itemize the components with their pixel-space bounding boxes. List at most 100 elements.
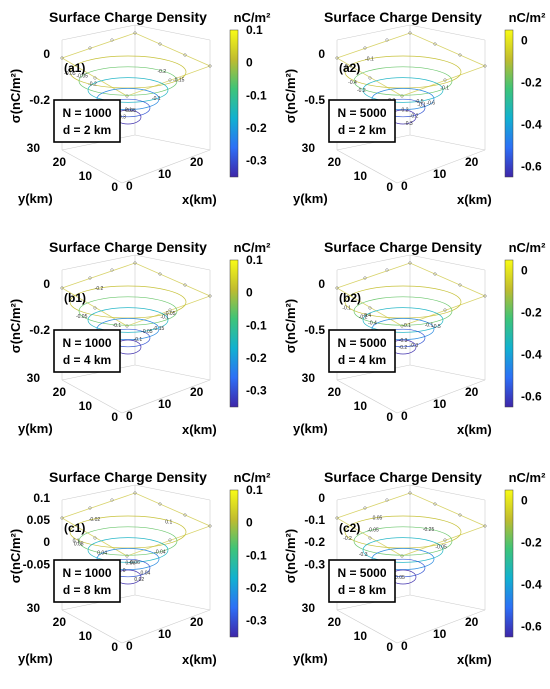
contour-line: [353, 66, 453, 96]
x-tick: 10: [433, 397, 447, 411]
contour-label: -0.1: [440, 86, 449, 92]
contour-vertex: [408, 491, 412, 495]
y-axis-label: y(km): [18, 421, 53, 436]
axis-box-edge: [134, 24, 211, 41]
x-tick: 0: [401, 179, 408, 193]
panel-title: Surface Charge Density: [49, 469, 207, 485]
z-tick: -0.2: [304, 535, 325, 549]
colorbar-tick: -0.6: [521, 160, 542, 174]
colorbar-tick: -0.4: [521, 118, 542, 132]
panel-tag: (c1): [64, 521, 85, 535]
z-tick: 0.1: [33, 491, 50, 505]
contour-label: -0.3: [117, 115, 126, 121]
y-tick: 10: [354, 399, 368, 413]
contour-vertex: [110, 498, 114, 502]
x-tick: 0: [401, 639, 408, 653]
contour-label: 0.05: [395, 575, 405, 581]
contour-label: 0.06: [126, 560, 136, 566]
contour-label: -0.1: [417, 103, 426, 109]
contour-label: 0.04: [141, 571, 151, 577]
contour-line: [78, 296, 178, 326]
contour-vertex: [385, 268, 389, 272]
contour-vertex: [363, 506, 367, 510]
axis-box-edge: [336, 254, 411, 271]
contour-label: -0.2: [400, 108, 409, 114]
x-axis-label: x(km): [182, 192, 217, 207]
contour-line: [96, 318, 160, 340]
colorbar-tick: -0.3: [246, 154, 267, 168]
x-tick: 20: [190, 155, 204, 169]
contour-label: -0.1: [342, 305, 351, 311]
contour-label: 0: [123, 568, 126, 574]
y-tick: 30: [302, 371, 316, 385]
axis-box-edge: [61, 609, 123, 644]
y-tick: 10: [79, 399, 93, 413]
z-axis-label: σ(nC/m²): [8, 299, 23, 353]
z-axis-label: σ(nC/m²): [283, 529, 298, 583]
contour-label: -0.02: [89, 517, 101, 523]
y-tick: 30: [302, 601, 316, 615]
contour-vertex: [400, 554, 404, 558]
axis-box-edge: [409, 24, 486, 41]
contour-line: [362, 77, 444, 103]
contour-vertex: [483, 64, 487, 68]
contour-label: -0.05: [64, 71, 76, 77]
contour-label: -0.05: [141, 329, 153, 335]
x-tick: 0: [401, 409, 408, 423]
colorbar: [504, 29, 514, 178]
axis-box-edge: [121, 609, 211, 644]
contour-label: -0.2: [88, 81, 97, 87]
contour-label: -0.05: [164, 311, 176, 317]
contour-vertex: [443, 308, 447, 312]
y-tick: 0: [111, 640, 118, 654]
contour-label: -0.1: [425, 322, 434, 328]
z-tick: 0: [318, 47, 325, 61]
contour-vertex: [483, 524, 487, 528]
z-tick: -0.05: [23, 557, 51, 571]
x-tick: 20: [465, 385, 479, 399]
contour-label: -0.4: [368, 320, 377, 326]
parameter-d: d = 8 km: [338, 583, 386, 597]
y-tick: 20: [328, 385, 342, 399]
x-tick: 10: [158, 167, 172, 181]
contour-vertex: [168, 78, 172, 82]
colorbar-label: nC/m²: [509, 470, 547, 485]
colorbar-tick: 0: [246, 286, 253, 300]
axis-box-edge: [134, 484, 211, 501]
colorbar-label: nC/m²: [234, 240, 272, 255]
contour-vertex: [93, 536, 97, 540]
contour-label: -0.2: [357, 88, 366, 94]
contour-label: -0.4: [362, 313, 371, 319]
colorbar-tick: -0.3: [246, 384, 267, 398]
contour-vertex: [158, 272, 162, 276]
contour-label: -0.1: [123, 108, 132, 114]
contour-outer: [61, 262, 212, 327]
contour-line: [78, 66, 178, 96]
contour-line: [344, 515, 462, 549]
contour-vertex: [400, 94, 404, 98]
contour-vertex: [433, 272, 437, 276]
contour-vertex: [125, 324, 129, 328]
contour-line: [87, 77, 169, 103]
axis-box-edge: [336, 149, 398, 184]
contour-vertex: [433, 42, 437, 46]
colorbar-label: nC/m²: [234, 470, 272, 485]
panel-title: Surface Charge Density: [324, 239, 482, 255]
x-tick: 0: [126, 179, 133, 193]
z-tick: 0: [43, 47, 50, 61]
colorbar-label: nC/m²: [509, 240, 547, 255]
colorbar-tick: 0: [521, 494, 528, 508]
contour-vertex: [483, 294, 487, 298]
colorbar-tick: 0: [246, 56, 253, 70]
contour-vertex: [363, 46, 367, 50]
contour-label: -0.05: [125, 108, 137, 114]
axis-box-edge: [336, 24, 411, 41]
panel-tag: (c2): [339, 521, 360, 535]
x-tick: 20: [465, 615, 479, 629]
axis-box-edge: [61, 24, 136, 41]
panel-tag: (b2): [339, 291, 361, 305]
contour-label: -0.04: [154, 550, 166, 556]
panel-title: Surface Charge Density: [49, 239, 207, 255]
contour-vertex: [183, 513, 187, 517]
y-axis-label: y(km): [293, 421, 328, 436]
